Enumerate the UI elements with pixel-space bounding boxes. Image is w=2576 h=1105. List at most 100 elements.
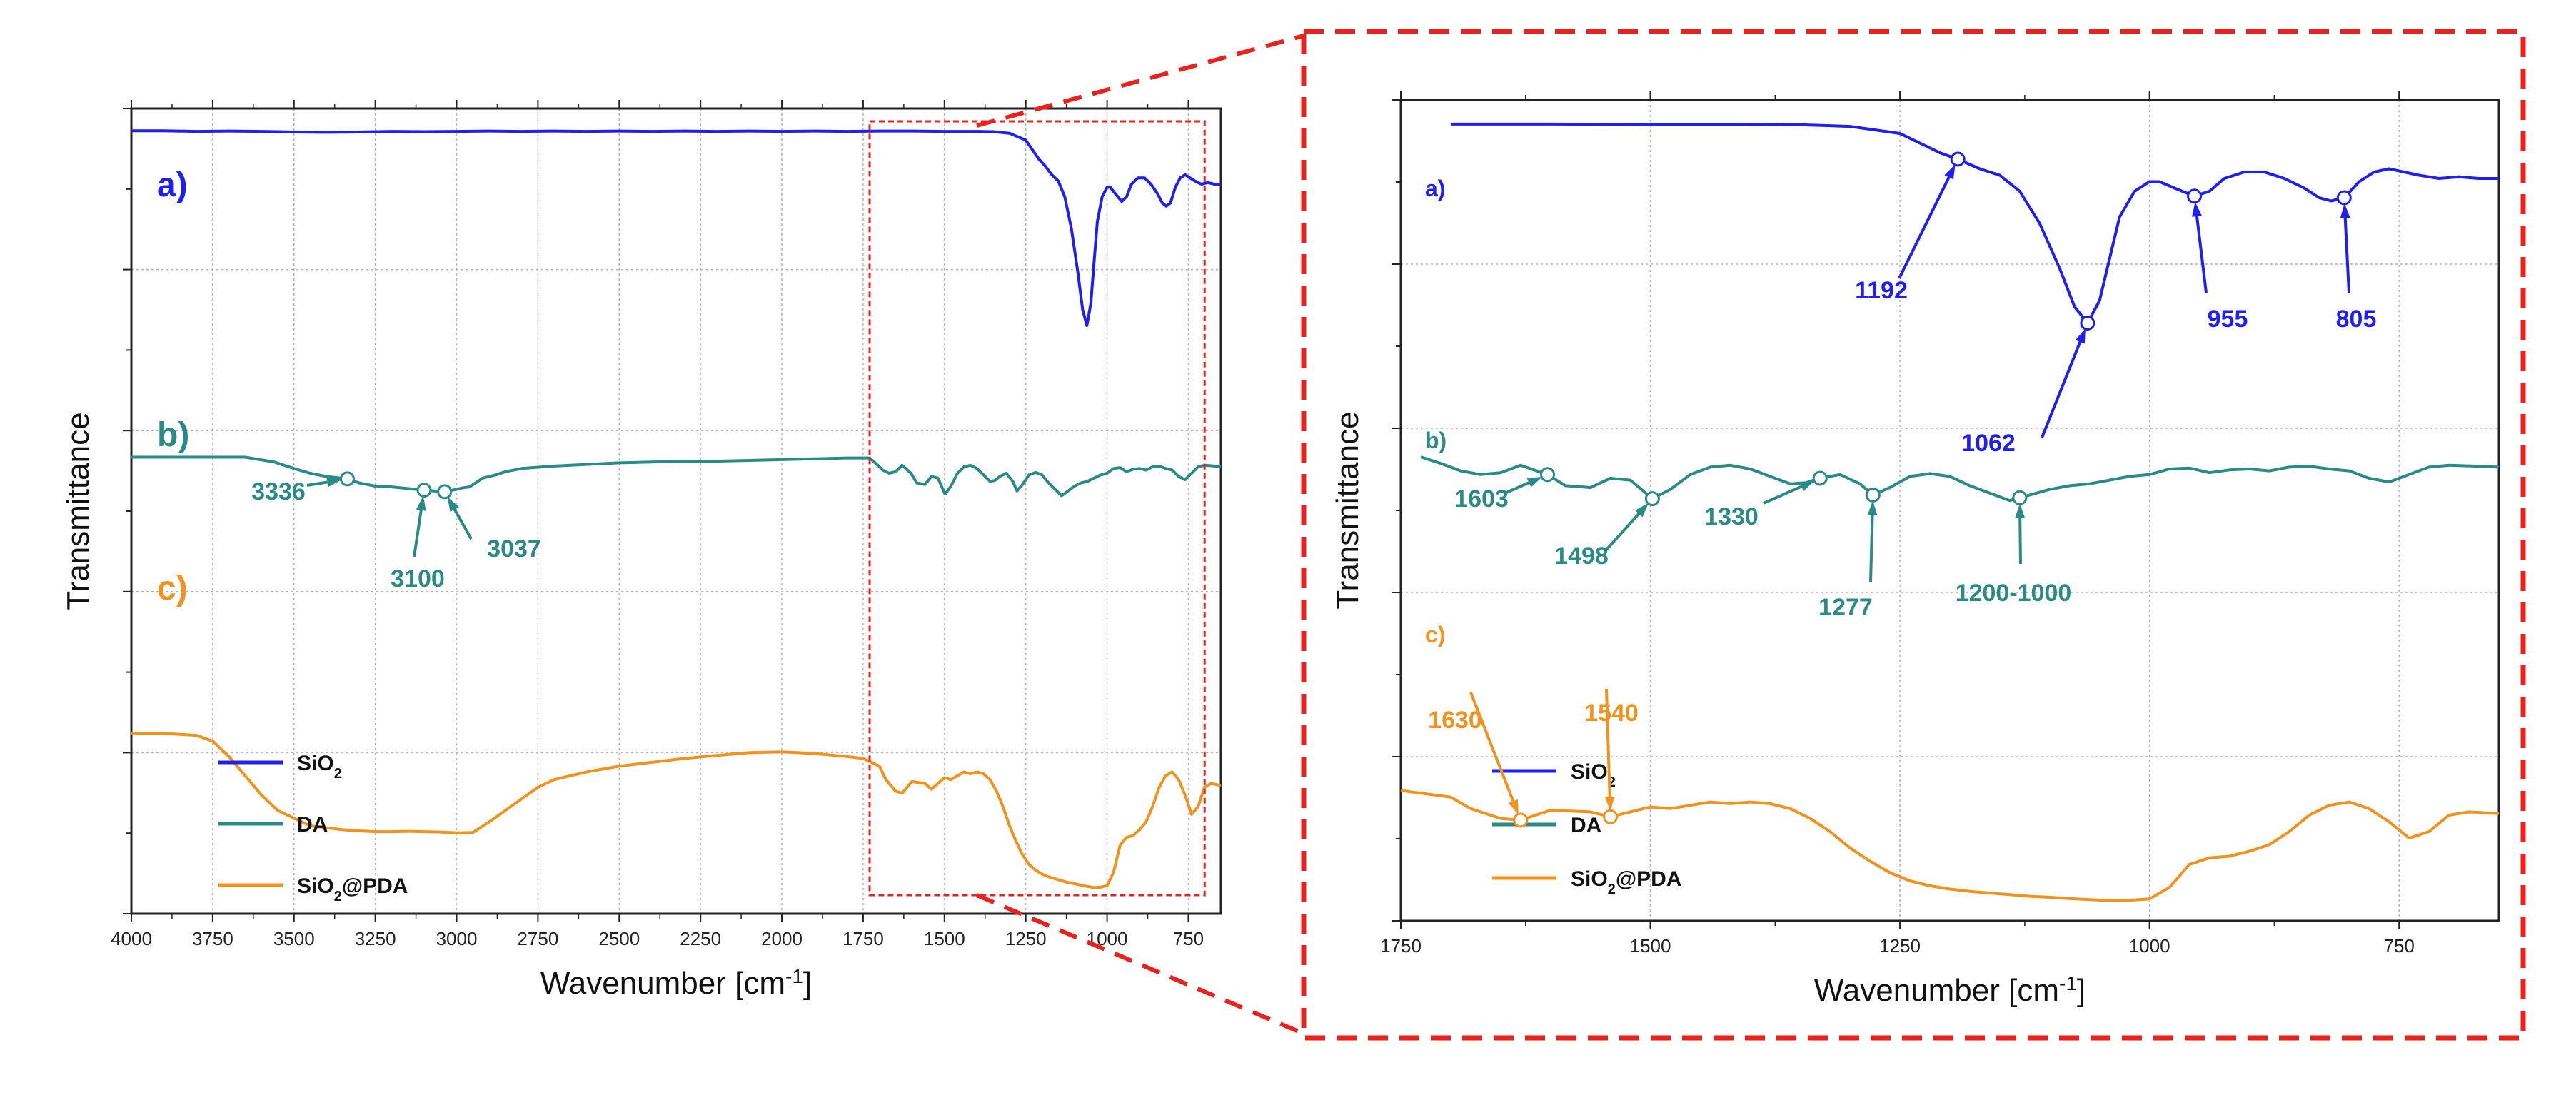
x-tick-label: 1000 — [2129, 935, 2170, 957]
peak-arrow-1062 — [2041, 331, 2086, 438]
x-tick-label: 1750 — [1380, 935, 1422, 957]
peak-label-1330: 1330 — [1704, 503, 1759, 530]
grid — [131, 109, 1221, 914]
peak-marker-1330 — [1812, 470, 1828, 486]
peak-label-1540: 1540 — [1584, 700, 1639, 727]
x-tick-label: 1750 — [842, 928, 884, 949]
right-panel: 1750 1500 1250 1000 750 Wavenumber [cm-1] Tran… — [1301, 29, 2526, 1041]
connector-top — [976, 34, 1304, 128]
peak-arrowhead-1277 — [1867, 500, 1878, 515]
peak-label-1630: 1630 — [1428, 707, 1482, 734]
plot-frame — [130, 107, 1222, 915]
peak-marker-1498 — [1644, 491, 1660, 507]
peak-arrowhead-1062 — [2075, 328, 2086, 344]
peak-arrowhead-955 — [2192, 201, 2202, 217]
x-tick-label: 750 — [1173, 928, 1204, 949]
y-axis-title: Transmittance — [1330, 411, 1365, 609]
legend: SiO2 DA SiO2@PDA — [1492, 760, 1681, 897]
peak-arrow-1277 — [1869, 505, 1874, 582]
peak-marker-955 — [2187, 188, 2203, 204]
peak-label-1277: 1277 — [1818, 594, 1873, 621]
peak-arrow-1540 — [1605, 688, 1612, 807]
peak-arrow-955 — [2194, 206, 2208, 293]
x-tick-label: 2500 — [598, 928, 640, 949]
series-label-da: b) — [1425, 428, 1447, 453]
peak-arrowhead-1200-1000 — [2015, 503, 2026, 518]
peak-marker-805 — [2336, 190, 2352, 206]
peak-label-805: 805 — [2336, 306, 2377, 333]
peak-arrow-1192 — [1898, 167, 1955, 279]
peak-label-955: 955 — [2208, 306, 2248, 333]
plot-frame — [1399, 99, 2500, 922]
peak-label-3100: 3100 — [391, 565, 445, 592]
x-tick-label: 2000 — [761, 928, 803, 949]
x-tick-label: 3500 — [273, 928, 315, 949]
peak-marker-1630 — [1513, 812, 1529, 828]
peak-arrowhead-1540 — [1604, 796, 1615, 812]
x-tick-label: 2750 — [517, 928, 558, 949]
legend-label-sio-pda: SiO2@PDA — [297, 874, 408, 904]
peak-marker-1540 — [1603, 809, 1619, 824]
legend: SiO2 DA SiO2@PDA — [218, 752, 408, 904]
peak-arrowhead-3336 — [326, 477, 342, 488]
x-tick-label: 1250 — [1005, 928, 1047, 949]
y-axis-title: Transmittance — [61, 412, 96, 610]
series-label-sio-pda: c) — [157, 570, 188, 607]
x-tick-label: 2250 — [680, 928, 721, 949]
x-tick-label: 750 — [2383, 935, 2414, 957]
peak-marker-3336 — [339, 471, 355, 487]
series-line-sio-pda — [1400, 789, 2500, 902]
x-tick-label: 1500 — [1630, 935, 1671, 957]
series-label-da: b) — [157, 416, 189, 454]
zoom-box — [868, 120, 1206, 897]
legend-label-da: DA — [1571, 814, 1601, 837]
peak-arrowhead-805 — [2340, 203, 2350, 218]
legend-label-sio-pda: SiO2@PDA — [1571, 867, 1681, 897]
legend-label-da: DA — [297, 813, 328, 837]
peak-arrowhead-1192 — [1944, 164, 1956, 180]
series-line-sio — [131, 129, 1221, 327]
zoom-connector — [975, 34, 1305, 1036]
peak-marker-1062 — [2080, 316, 2095, 331]
x-axis-title: Wavenumber [cm-1] — [1814, 972, 2086, 1009]
zoom-frame — [1301, 29, 2526, 1041]
peak-marker-1277 — [1865, 487, 1881, 503]
grid — [1401, 100, 2499, 921]
series-label-sio: a) — [1425, 176, 1445, 201]
x-tick-label: 3750 — [192, 928, 233, 949]
peak-marker-1603 — [1540, 467, 1556, 483]
left-panel: 4000 3750 3500 3250 3000 2750 2500 2250 2000 1750… — [61, 100, 1222, 1001]
peak-marker-1200-1000 — [2012, 490, 2028, 505]
peak-arrowhead-3037 — [447, 496, 459, 513]
peak-arrow-1630 — [1469, 692, 1519, 812]
peak-arrowhead-1498 — [1635, 503, 1649, 518]
series-line-sio-pda — [131, 732, 1222, 889]
x-tick-label: 1500 — [924, 928, 965, 949]
legend-label-sio: SiO2 — [297, 752, 342, 782]
peak-label-3336: 3336 — [251, 478, 306, 505]
x-tick-label: 3000 — [436, 928, 478, 949]
series-line-sio — [1450, 122, 2499, 325]
x-tick-label: 3250 — [355, 928, 396, 949]
peak-marker-3037 — [437, 484, 453, 500]
series-line-da — [1420, 455, 2500, 503]
peak-label-1062: 1062 — [1961, 430, 2016, 457]
peak-label-1200-1000: 1200-1000 — [1956, 580, 2072, 607]
series-label-sio-pda: c) — [1425, 622, 1445, 647]
peak-marker-1192 — [1950, 151, 1966, 167]
peak-arrowhead-1603 — [1526, 477, 1543, 488]
peak-label-1603: 1603 — [1454, 485, 1509, 513]
peak-marker-3100 — [416, 483, 432, 498]
peak-arrow-805 — [2343, 207, 2350, 293]
series-label-sio: a) — [157, 166, 188, 204]
x-axis-title: Wavenumber [cm-1] — [540, 965, 812, 1001]
peak-label-1192: 1192 — [1855, 277, 1908, 304]
x-tick-label: 4000 — [111, 928, 152, 949]
peak-arrowhead-1330 — [1799, 480, 1815, 491]
peak-label-1498: 1498 — [1554, 543, 1609, 570]
peak-label-3037: 3037 — [487, 535, 541, 562]
peak-arrowhead-3100 — [416, 495, 426, 511]
legend-label-sio: SiO2 — [1571, 760, 1616, 790]
peak-arrowhead-1630 — [1508, 799, 1519, 815]
